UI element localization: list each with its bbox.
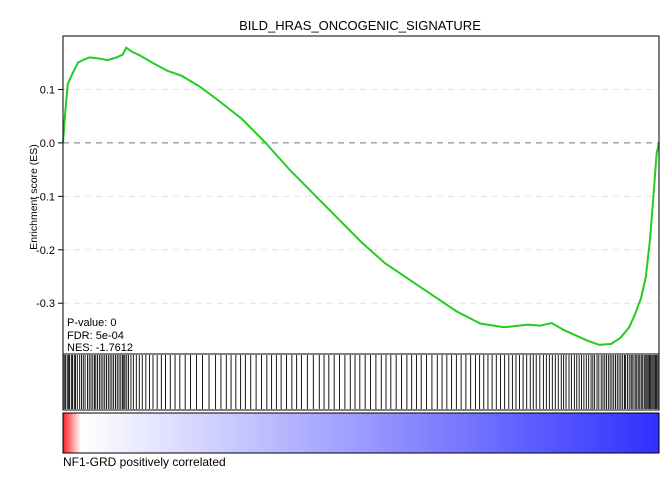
gridlines bbox=[63, 88, 659, 304]
y-tick-label-3: -0.2 bbox=[36, 245, 55, 257]
enrichment-score-line bbox=[62, 46, 660, 346]
stat-fdr: FDR: 5e-04 bbox=[67, 330, 124, 342]
plot-frame bbox=[62, 35, 660, 355]
y-axis-ticks: 0.1 0.0 -0.1 -0.2 -0.3 bbox=[36, 84, 63, 310]
ranked-metric-gradient-bar bbox=[62, 412, 660, 454]
gene-hit-barcode bbox=[63, 355, 659, 409]
y-tick-label-0: 0.1 bbox=[40, 84, 55, 96]
y-tick-label-1: 0.0 bbox=[40, 138, 55, 150]
stat-pvalue: P-value: 0 bbox=[67, 317, 117, 329]
stat-nes: NES: -1.7612 bbox=[67, 342, 133, 354]
barcode-frame bbox=[62, 353, 660, 411]
correlation-direction-label: NF1-GRD positively correlated bbox=[63, 455, 226, 469]
y-axis-label: Enrichment score (ES) bbox=[28, 144, 40, 250]
y-tick-label-2: -0.1 bbox=[36, 191, 55, 203]
chart-title: BILD_HRAS_ONCOGENIC_SIGNATURE bbox=[239, 18, 481, 33]
y-tick-label-4: -0.3 bbox=[36, 298, 55, 310]
